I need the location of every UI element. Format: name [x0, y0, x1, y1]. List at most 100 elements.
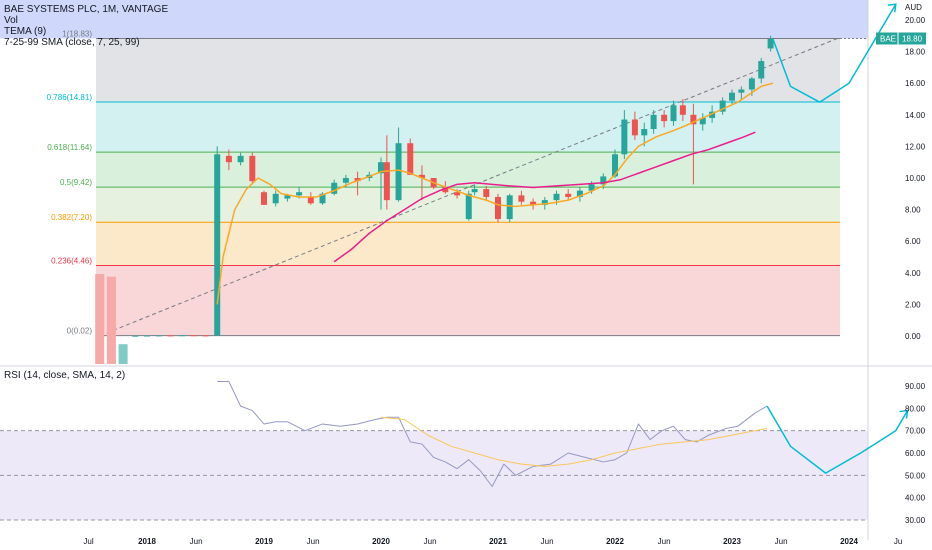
time-tick-label: Ju: [894, 537, 902, 546]
vol-label[interactable]: Vol: [4, 15, 18, 26]
fib-zone: [96, 38, 840, 103]
time-tick-label: 2020: [372, 537, 390, 546]
fib-zone: [96, 222, 840, 266]
candle-body: [748, 78, 755, 90]
candle-body: [530, 201, 537, 205]
time-tick-label: 2023: [723, 537, 741, 546]
candle-body: [495, 196, 501, 220]
candle-body: [307, 196, 314, 204]
fib-zone: [96, 265, 840, 336]
price-tick-label: 2.00: [905, 300, 921, 309]
candle-body: [729, 92, 735, 101]
candle-body: [202, 335, 209, 337]
candle-body: [679, 105, 686, 115]
fib-zone-top: [0, 0, 868, 39]
candle-body: [383, 162, 390, 201]
candle-body: [709, 111, 716, 118]
volume-bar: [106, 276, 116, 364]
candle-body: [641, 129, 648, 136]
candle-body: [767, 38, 774, 49]
candle-body: [541, 200, 548, 205]
candle-body: [342, 178, 349, 183]
time-tick-label: 2022: [606, 537, 624, 546]
price-tick-label: 10.00: [905, 174, 926, 183]
candle-body: [506, 195, 513, 220]
time-tick-label: Jun: [541, 537, 554, 546]
candle-body: [225, 155, 232, 163]
candle-body: [738, 89, 745, 93]
chart-title[interactable]: BAE SYSTEMS PLC, 1M, VANTAGE: [4, 4, 169, 15]
candle-body: [272, 193, 279, 204]
price-badge: [876, 32, 926, 45]
time-tick-label: Jun: [307, 537, 320, 546]
candle-body: [167, 335, 174, 337]
rsi-tick-label: 80.00: [905, 404, 926, 413]
candle-body: [284, 195, 291, 199]
price-badge-value: 18.80: [902, 34, 923, 43]
projection-arrow: [887, 3, 897, 13]
sma-label[interactable]: 7-25-99 SMA (close, 7, 25, 99): [4, 37, 140, 48]
projection-path: [772, 3, 897, 103]
candle-body: [190, 335, 197, 337]
rsi-sma-line: [380, 416, 768, 467]
fib-label: 0.382(7.20): [51, 213, 92, 222]
candle-body: [418, 174, 425, 178]
tema-line: [216, 82, 774, 305]
rsi-tick-label: 60.00: [905, 449, 926, 458]
time-tick-label: Jun: [775, 537, 788, 546]
candle-body: [699, 117, 706, 125]
rsi-label[interactable]: RSI (14, close, SMA, 14, 2): [4, 370, 126, 381]
rsi-tick-label: 90.00: [905, 382, 926, 391]
tema-label[interactable]: TEMA (9): [4, 26, 47, 37]
candle-body: [155, 335, 162, 337]
candle-body: [670, 105, 677, 122]
time-tick-label: 2021: [489, 537, 507, 546]
candle-body: [249, 155, 256, 182]
candle-body: [354, 178, 361, 182]
candle-body: [719, 100, 726, 112]
candle-body: [690, 114, 697, 125]
candle-body: [132, 335, 139, 337]
candle-body: [442, 187, 449, 193]
candle-body: [576, 190, 583, 197]
candle-body: [237, 155, 244, 163]
candle-body: [600, 176, 607, 185]
time-tick-label: Jun: [424, 537, 437, 546]
candle-body: [378, 162, 384, 174]
price-tick-label: 0.00: [905, 332, 921, 341]
volume-bar: [95, 274, 105, 364]
time-tick-label: Jul: [83, 537, 93, 546]
candle-body: [465, 193, 472, 220]
sma-line: [333, 131, 756, 263]
candle-body: [483, 189, 490, 197]
time-tick-label: 2019: [255, 537, 273, 546]
price-tick-label: 14.00: [905, 111, 926, 120]
candle-body: [631, 119, 638, 136]
fib-label: 0.786(14.81): [47, 93, 93, 102]
candle-body: [471, 189, 478, 193]
candle-body: [612, 154, 618, 177]
candle-body: [214, 154, 221, 336]
candle-body: [518, 195, 525, 202]
time-tick-label: Jun: [658, 537, 671, 546]
price-tick-label: 4.00: [905, 269, 921, 278]
fib-label: 0.5(9.42): [60, 178, 92, 187]
rsi-projection-path: [766, 405, 909, 474]
price-tick-label: 16.00: [905, 79, 926, 88]
time-tick-label: Jun: [190, 537, 203, 546]
candle-body: [261, 192, 267, 205]
fib-label: 0.618(11.64): [47, 143, 92, 152]
candle-body: [661, 114, 668, 122]
candle-body: [454, 192, 461, 196]
candle-body: [621, 119, 628, 155]
rsi-tick-label: 50.00: [905, 471, 926, 480]
candle-body: [144, 335, 150, 337]
time-tick-label: 2024: [840, 537, 858, 546]
price-tick-label: 8.00: [905, 206, 921, 215]
price-tick-label: 12.00: [905, 142, 926, 151]
candle-body: [407, 143, 414, 175]
rsi-tick-label: 70.00: [905, 427, 926, 436]
candle-body: [296, 192, 303, 196]
